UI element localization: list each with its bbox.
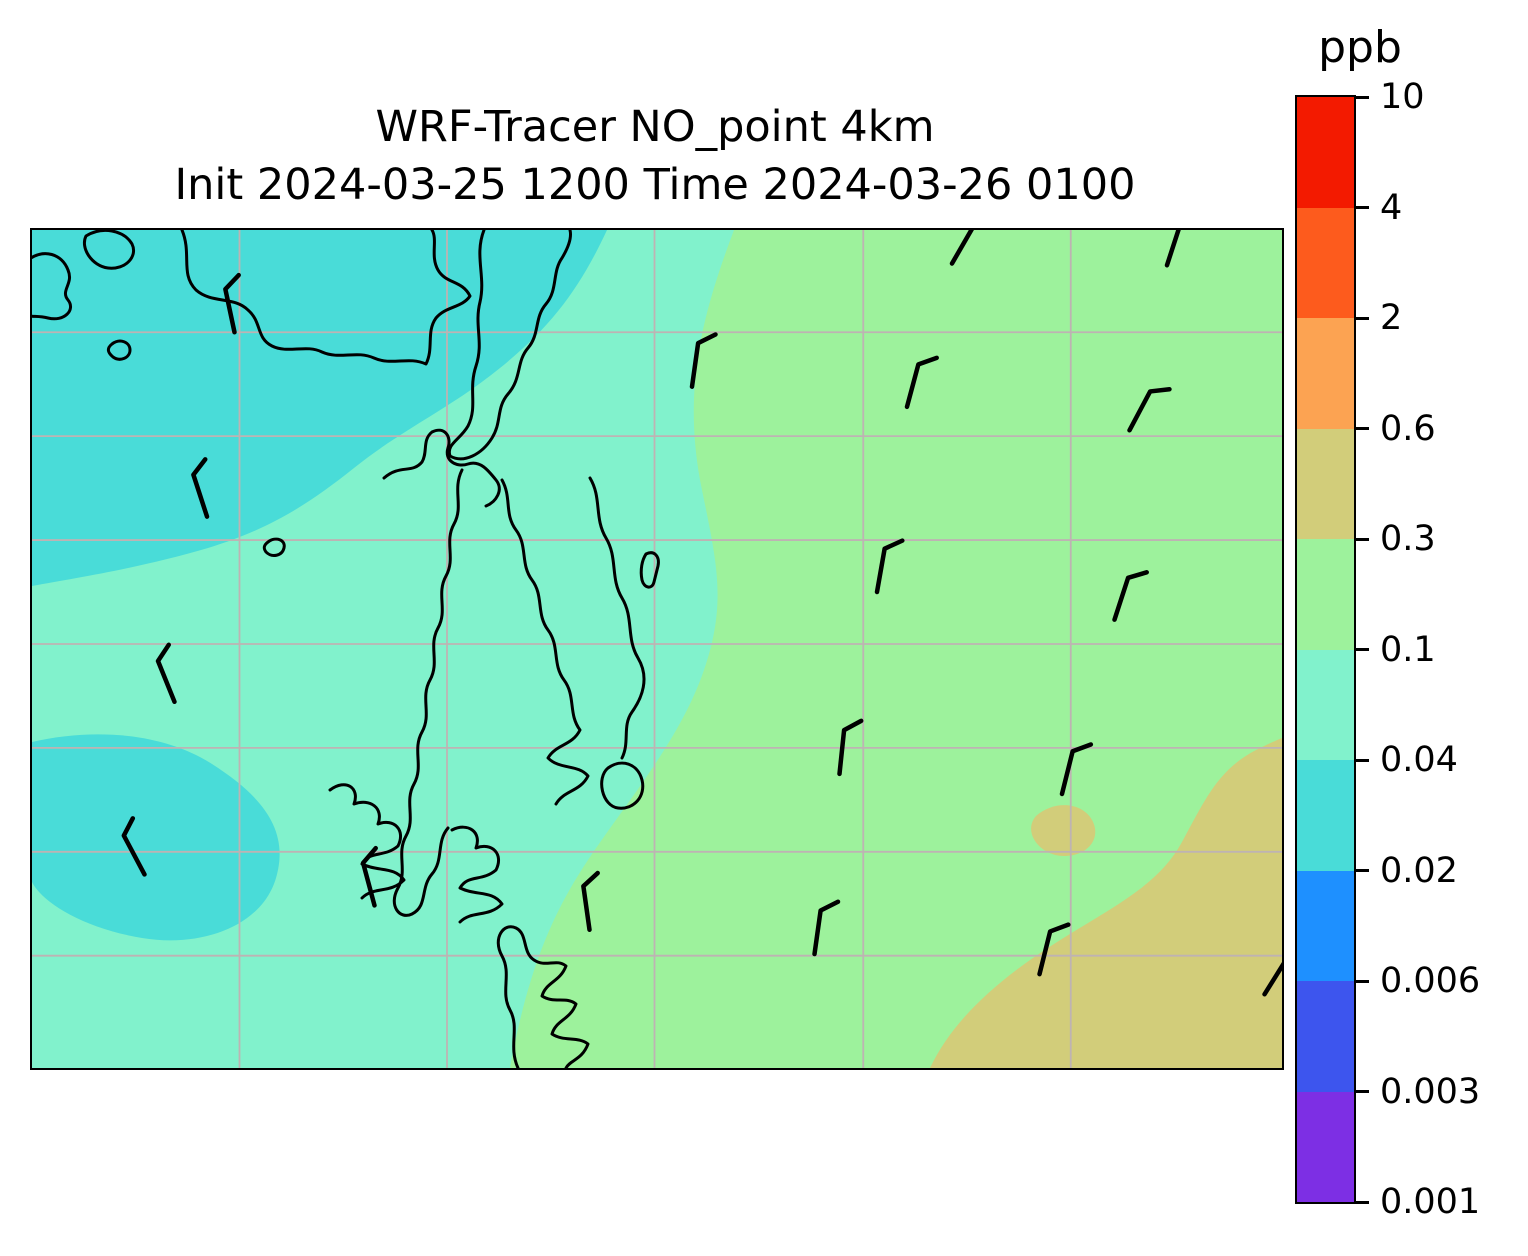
coastline <box>600 761 645 810</box>
colorbar-tick <box>1356 648 1369 651</box>
colorbar-segment <box>1297 649 1354 760</box>
colorbar-tick-label: 0.003 <box>1380 1071 1481 1112</box>
colorbar-tick <box>1356 979 1369 983</box>
wind-barb <box>949 230 996 266</box>
colorbar-segment <box>1297 207 1354 318</box>
colorbar-tick-label: 0.02 <box>1380 850 1458 891</box>
map-plot <box>30 228 1284 1070</box>
coastline <box>588 476 646 760</box>
wind-barb <box>874 538 905 595</box>
colorbar-tick-label: 0.6 <box>1380 408 1436 449</box>
wind-barb <box>360 845 378 908</box>
colorbar-ticks: 10 4 2 0.6 0.3 0.1 0.04 0.02 0.006 0.003 0.001 <box>1356 77 1528 1222</box>
wind-barb <box>904 355 939 410</box>
wind-barb <box>1112 570 1149 622</box>
colorbar-tick-label: 0.04 <box>1380 740 1458 780</box>
colorbar-segment <box>1297 539 1354 650</box>
coastline-layer <box>32 230 660 1068</box>
fill-band-southeast-tan-blob <box>1031 805 1096 856</box>
wind-barb <box>812 899 841 957</box>
coastline-lake <box>639 551 660 589</box>
fill-band-midwest-turquoise-patch <box>32 734 280 941</box>
wind-barb <box>121 816 147 877</box>
coastline <box>382 428 501 508</box>
coastline <box>83 230 135 270</box>
coastline <box>328 783 406 900</box>
wind-barb <box>837 718 864 777</box>
colorbar-gradient <box>1297 97 1354 1202</box>
fill-band-northwest-turquoise <box>32 230 607 586</box>
colorbar-tick <box>1356 316 1369 320</box>
colorbar-segment <box>1297 428 1354 539</box>
colorbar-tick-label: 0.1 <box>1380 629 1436 670</box>
colorbar-tick-label: 0.001 <box>1380 1182 1481 1222</box>
wind-barb <box>581 870 600 932</box>
colorbar-tick <box>1356 427 1369 430</box>
colorbar-tick <box>1356 1200 1369 1204</box>
colorbar-tick-label: 10 <box>1380 77 1425 117</box>
coastline <box>32 252 72 321</box>
coastline <box>392 468 464 917</box>
wind-barb <box>223 272 241 335</box>
wind-barb <box>1262 953 1282 997</box>
colorbar-tick <box>1356 869 1369 872</box>
wind-barb <box>155 642 177 705</box>
wind-barb <box>1037 922 1071 977</box>
colorbar-tick-label: 0.3 <box>1380 519 1436 559</box>
colorbar-tick <box>1356 537 1369 541</box>
colorbar-segment <box>1297 97 1354 208</box>
wind-barbs-layer <box>121 230 1282 997</box>
colorbar-tick-label: 0.006 <box>1380 961 1481 1001</box>
colorbar-segment <box>1297 1091 1354 1202</box>
title-block: WRF-Tracer NO_point 4km Init 2024-03-25 … <box>30 98 1280 214</box>
coastline <box>500 478 590 806</box>
wind-barb <box>1164 230 1202 268</box>
wind-barb <box>191 457 210 519</box>
colorbar-tick <box>1356 758 1369 762</box>
wind-barb <box>689 332 718 389</box>
colorbar-tick-label: 4 <box>1380 187 1403 228</box>
fill-band-southeast-tan <box>930 738 1282 1068</box>
colorbar <box>1295 95 1356 1204</box>
wind-barb <box>1127 386 1172 433</box>
coastline <box>496 925 590 1068</box>
coastline <box>450 825 504 924</box>
wind-barb <box>1059 742 1094 797</box>
colorbar-segment <box>1297 981 1354 1092</box>
colorbar-segment <box>1297 318 1354 429</box>
coastline <box>106 339 132 361</box>
fill-band-east-green <box>510 230 1282 1068</box>
colorbar-tick <box>1356 206 1369 209</box>
colorbar-tick-label: 2 <box>1380 298 1403 338</box>
grid-layer <box>32 230 1282 1068</box>
chart-subtitle: Init 2024-03-25 1200 Time 2024-03-26 010… <box>174 160 1136 210</box>
colorbar-segment <box>1297 870 1354 981</box>
colorbar-segment <box>1297 760 1354 871</box>
colorbar-tick <box>1356 1090 1369 1093</box>
colorbar-unit-label: ppb <box>1318 22 1402 73</box>
colorbar-tick <box>1356 95 1369 99</box>
coastline-islet <box>262 537 286 557</box>
chart-title: WRF-Tracer NO_point 4km <box>375 102 935 152</box>
coastline <box>447 230 572 461</box>
